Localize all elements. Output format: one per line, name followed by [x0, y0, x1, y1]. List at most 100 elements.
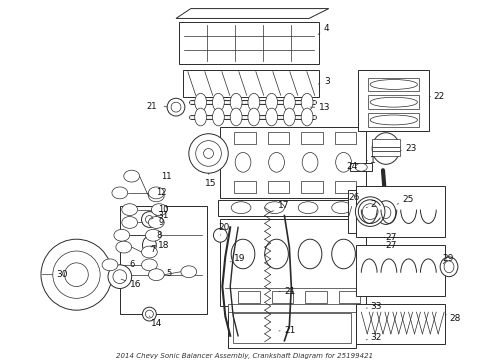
Text: 21: 21 — [279, 327, 296, 336]
Ellipse shape — [266, 108, 277, 126]
Text: 28: 28 — [445, 314, 461, 323]
Bar — [368, 77, 419, 91]
Text: 22: 22 — [429, 92, 444, 101]
Ellipse shape — [195, 108, 207, 126]
Ellipse shape — [151, 204, 167, 216]
Bar — [358, 70, 429, 131]
Text: 32: 32 — [366, 333, 382, 342]
Ellipse shape — [148, 216, 164, 228]
Text: 7: 7 — [150, 244, 156, 253]
Text: 25: 25 — [397, 195, 414, 204]
Ellipse shape — [231, 239, 255, 269]
Ellipse shape — [298, 202, 318, 213]
Ellipse shape — [301, 108, 313, 126]
Bar — [268, 132, 290, 144]
Text: 30: 30 — [42, 270, 68, 279]
Bar — [220, 220, 366, 306]
Ellipse shape — [370, 97, 417, 107]
Ellipse shape — [41, 239, 112, 310]
Bar — [234, 132, 256, 144]
Text: 4: 4 — [318, 24, 329, 35]
Ellipse shape — [189, 134, 228, 173]
Ellipse shape — [167, 98, 185, 116]
Ellipse shape — [265, 239, 289, 269]
Ellipse shape — [372, 133, 400, 164]
Ellipse shape — [116, 241, 132, 253]
Bar — [372, 147, 400, 152]
Text: 13: 13 — [311, 103, 330, 112]
Text: 20: 20 — [219, 223, 230, 235]
Ellipse shape — [142, 246, 157, 258]
Text: 10: 10 — [158, 205, 169, 214]
Ellipse shape — [283, 108, 295, 126]
Ellipse shape — [142, 212, 157, 228]
Ellipse shape — [213, 108, 224, 126]
Bar — [268, 181, 290, 193]
Text: 11: 11 — [161, 172, 171, 181]
Ellipse shape — [355, 197, 385, 226]
Ellipse shape — [122, 204, 138, 216]
Ellipse shape — [146, 216, 153, 224]
Ellipse shape — [248, 108, 260, 126]
Ellipse shape — [332, 239, 355, 269]
Ellipse shape — [336, 153, 351, 172]
Text: 14: 14 — [149, 316, 163, 328]
Bar — [335, 181, 356, 193]
Ellipse shape — [381, 207, 391, 219]
Bar — [368, 95, 419, 109]
Bar — [305, 292, 327, 303]
Bar — [179, 22, 319, 64]
Ellipse shape — [143, 236, 156, 254]
Ellipse shape — [230, 93, 242, 111]
Bar — [368, 113, 419, 127]
Ellipse shape — [370, 115, 417, 125]
Bar — [356, 245, 445, 296]
Ellipse shape — [370, 80, 417, 89]
Text: 21: 21 — [147, 102, 157, 111]
Ellipse shape — [108, 265, 132, 288]
Bar — [234, 181, 256, 193]
Ellipse shape — [195, 93, 207, 111]
Ellipse shape — [266, 93, 277, 111]
Text: 12: 12 — [156, 188, 167, 197]
Text: 31: 31 — [151, 211, 169, 220]
Bar — [348, 190, 392, 233]
Bar — [228, 304, 356, 312]
Text: 23: 23 — [401, 144, 417, 153]
Text: 24: 24 — [346, 162, 358, 171]
Bar — [372, 152, 400, 156]
Bar — [356, 186, 445, 237]
Ellipse shape — [204, 149, 214, 158]
Text: 19: 19 — [230, 255, 245, 264]
Ellipse shape — [142, 259, 157, 271]
Text: 33: 33 — [366, 302, 382, 311]
Ellipse shape — [146, 229, 161, 241]
Text: 9: 9 — [159, 218, 164, 227]
Bar — [350, 163, 372, 171]
Bar — [271, 292, 294, 303]
Text: 27: 27 — [385, 240, 396, 249]
Bar — [120, 206, 207, 314]
Ellipse shape — [362, 204, 378, 220]
Ellipse shape — [302, 153, 318, 172]
Text: 27: 27 — [385, 233, 396, 242]
Ellipse shape — [231, 202, 251, 213]
Ellipse shape — [269, 153, 284, 172]
Bar — [183, 70, 319, 97]
Bar — [301, 132, 323, 144]
Ellipse shape — [444, 261, 454, 273]
Bar — [233, 313, 351, 343]
Bar — [356, 304, 445, 344]
Ellipse shape — [171, 102, 181, 112]
Ellipse shape — [332, 202, 351, 213]
Ellipse shape — [124, 170, 140, 182]
Bar — [372, 139, 400, 147]
Ellipse shape — [102, 259, 118, 271]
Bar — [335, 132, 356, 144]
Ellipse shape — [376, 201, 396, 224]
Bar — [228, 308, 356, 348]
Ellipse shape — [113, 270, 127, 284]
Ellipse shape — [230, 108, 242, 126]
Ellipse shape — [53, 251, 100, 298]
Text: 2014 Chevy Sonic Balancer Assembly, Crankshaft Diagram for 25199421: 2014 Chevy Sonic Balancer Assembly, Cran… — [117, 352, 373, 359]
